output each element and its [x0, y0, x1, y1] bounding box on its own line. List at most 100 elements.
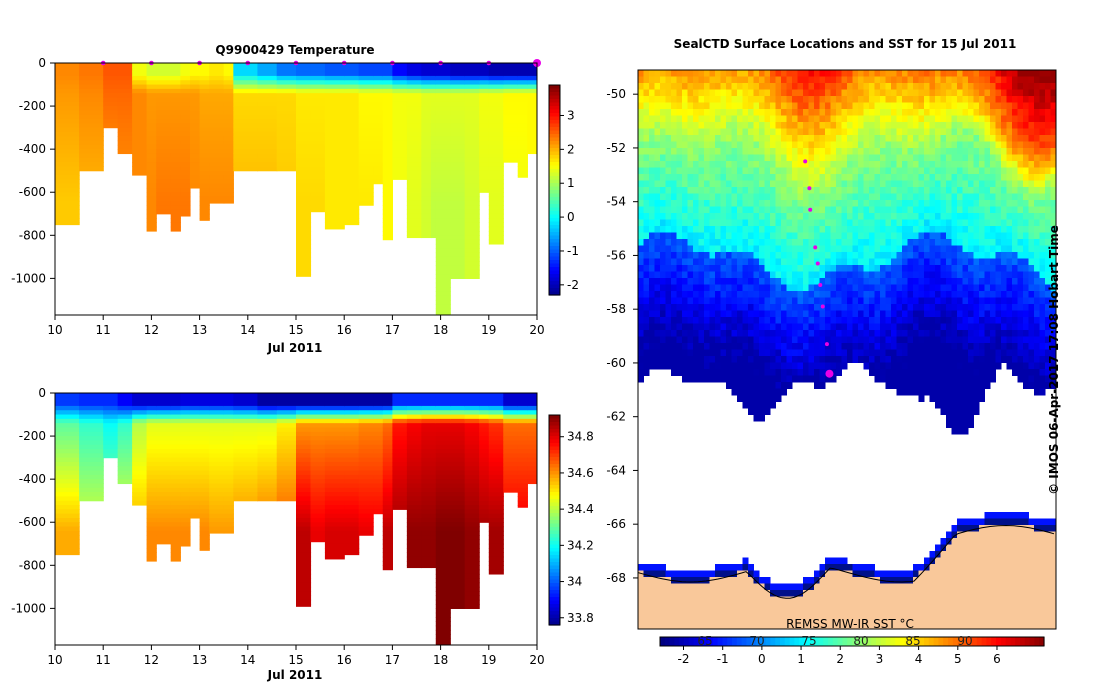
section-cell — [296, 444, 312, 450]
section-cell — [324, 179, 345, 185]
sst-cell — [951, 180, 958, 188]
sst-cell — [1001, 174, 1007, 181]
sst-cell — [962, 135, 969, 142]
section-cell — [170, 535, 181, 541]
sst-cell — [649, 161, 655, 168]
colorbar-swatch — [549, 523, 560, 528]
sst-cell — [693, 83, 699, 90]
section-cell — [132, 436, 148, 441]
colorbar-swatch — [549, 214, 560, 219]
section-cell — [488, 517, 504, 523]
section-cell — [310, 71, 326, 77]
sst-cell — [935, 219, 941, 227]
sst-cell — [676, 213, 683, 220]
section-cell — [488, 449, 504, 454]
sst-cell — [764, 180, 771, 188]
sst-cell — [764, 252, 771, 259]
section-cell — [344, 97, 360, 103]
sst-cell — [984, 83, 991, 90]
section-cell — [479, 492, 490, 497]
section-cell — [180, 101, 191, 107]
section-cell — [382, 235, 393, 241]
section-cell — [324, 157, 345, 163]
sst-cell — [929, 148, 936, 155]
section-cell — [132, 88, 148, 94]
section-cell — [527, 140, 537, 146]
section-cell — [199, 200, 210, 206]
sst-cell — [825, 70, 831, 77]
section-cell — [527, 67, 537, 73]
section-cell — [503, 136, 519, 142]
sst-cell — [902, 187, 908, 194]
sst-cell — [759, 128, 765, 136]
sst-cell — [869, 154, 875, 162]
section-cell — [358, 431, 374, 437]
sst-cell — [819, 102, 826, 110]
sst-cell — [737, 226, 743, 233]
section-cell — [479, 93, 490, 99]
section-cell — [358, 192, 374, 198]
sst-cell — [962, 180, 969, 188]
sst-cell — [874, 245, 881, 253]
sst-cell — [874, 102, 881, 110]
section-cell — [382, 414, 393, 420]
sst-cell — [676, 206, 683, 214]
section-cell — [430, 496, 437, 502]
section-cell — [435, 88, 451, 94]
section-cell — [199, 75, 210, 81]
sst-cell — [858, 83, 864, 90]
section-cell — [464, 405, 480, 411]
section-cell — [79, 470, 104, 476]
sst-cell — [687, 135, 694, 142]
sst-cell — [1045, 213, 1051, 220]
sst-cell — [962, 141, 969, 149]
sst-cell — [693, 115, 699, 123]
sst-cell — [654, 187, 661, 194]
sst-cell — [764, 83, 771, 90]
sst-cell — [979, 96, 985, 103]
sst-cell — [737, 135, 743, 142]
section-cell — [421, 157, 432, 163]
section-cell — [373, 80, 384, 86]
section-cell — [392, 127, 408, 133]
sst-cell — [775, 154, 782, 162]
sst-cell — [770, 239, 776, 246]
sst-cell — [715, 161, 721, 168]
section-cell — [435, 170, 451, 176]
sst-cell — [759, 187, 765, 194]
sst-cell — [863, 135, 870, 142]
sst-cell — [946, 174, 952, 181]
sst-cell — [874, 174, 881, 181]
section-cell — [344, 67, 360, 73]
section-cell — [209, 457, 225, 463]
section-cell — [146, 84, 157, 90]
sst-cell — [808, 89, 815, 97]
sst-cell — [1017, 148, 1024, 155]
section-cell — [450, 243, 466, 249]
section-cell — [435, 256, 451, 262]
sst-cell — [874, 232, 881, 240]
section-cell — [223, 509, 234, 515]
section-cell — [233, 84, 259, 90]
section-cell — [209, 517, 225, 523]
section-cell — [479, 179, 490, 185]
sst-cell — [918, 96, 925, 103]
section-cell — [324, 114, 345, 120]
section-cell — [464, 496, 480, 502]
section-cell — [373, 97, 384, 103]
sst-cell — [786, 154, 793, 162]
sst-cell — [896, 245, 903, 253]
section-cell — [406, 418, 422, 424]
sst-cell — [643, 141, 650, 149]
sst-cell — [753, 135, 760, 142]
section-cell — [146, 93, 157, 99]
section-cell — [79, 414, 104, 420]
section-cell — [430, 565, 437, 569]
section-cell — [310, 110, 326, 116]
sst-cell — [869, 70, 875, 77]
sst-cell — [979, 128, 985, 136]
sst-cell — [951, 89, 958, 97]
sst-cell — [990, 252, 996, 259]
section-cell — [310, 75, 326, 81]
